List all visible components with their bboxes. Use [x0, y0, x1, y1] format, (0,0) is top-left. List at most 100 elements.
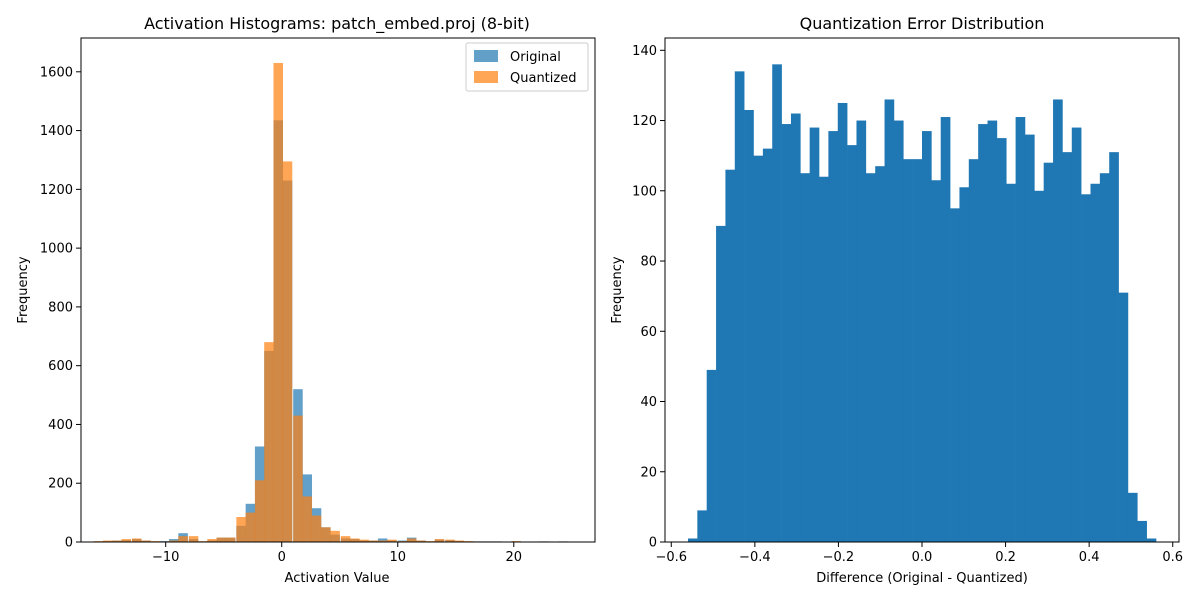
activation-y-tick-label: 1200	[40, 183, 73, 198]
activation-histogram-panel: Activation Histograms: patch_embed.proj …	[16, 14, 596, 586]
quantized-bar	[216, 537, 227, 542]
legend-quantized-swatch	[474, 71, 498, 83]
error-bar	[772, 64, 782, 542]
error-bar	[865, 173, 876, 542]
error-bar	[1146, 538, 1157, 542]
error-bar	[706, 369, 717, 542]
error-bar	[1118, 292, 1129, 542]
activation-y-tick-label: 800	[48, 300, 73, 315]
error-bar	[1081, 194, 1091, 543]
error-bar	[790, 113, 801, 542]
error-bar	[1127, 492, 1138, 542]
error-bar	[687, 538, 698, 542]
error-bar	[753, 155, 764, 542]
error-bar	[828, 131, 839, 542]
error-bar	[1043, 162, 1054, 542]
activation-x-tick-label: 0	[278, 550, 286, 565]
error-distribution-panel: Quantization Error Distribution −0.6 −0.4…	[610, 14, 1183, 586]
error-y-tick-label: 40	[640, 395, 657, 410]
quantized-bar	[207, 539, 217, 542]
error-bar	[884, 99, 895, 543]
error-bar	[931, 180, 942, 542]
quantized-bar	[282, 161, 293, 542]
quantized-bar	[169, 540, 179, 542]
error-y-tick-label: 100	[632, 184, 657, 199]
quantized-bar	[368, 540, 379, 542]
quantized-bar	[273, 62, 284, 543]
quantized-bar	[330, 530, 340, 542]
error-bar	[950, 208, 960, 542]
quantized-bar	[236, 517, 246, 542]
error-x-tick-label: 0.4	[1079, 550, 1100, 565]
error-y-tick-label: 120	[632, 114, 657, 129]
error-bar	[725, 169, 736, 542]
error-bar	[781, 124, 792, 543]
quantized-bar	[302, 496, 313, 542]
quantized-bar	[321, 527, 331, 542]
error-y-ticks: 0 20 40 60 80 100 120 140	[632, 44, 665, 551]
quantized-bar	[359, 539, 369, 542]
legend: Original Quantized	[465, 42, 589, 92]
activation-x-axis-label: Activation Value	[285, 571, 390, 586]
error-bar	[1099, 173, 1110, 542]
error-x-axis-label: Difference (Original - Quantized)	[816, 571, 1028, 586]
error-y-tick-label: 60	[640, 325, 657, 340]
error-bars	[687, 64, 1157, 543]
error-bar	[734, 71, 745, 543]
legend-original-label: Original	[510, 50, 561, 65]
activation-y-tick-label: 1000	[40, 242, 73, 257]
activation-x-ticks: −10 0 10 20	[152, 542, 522, 565]
error-bar	[856, 120, 867, 542]
error-bar	[716, 225, 726, 542]
error-bar	[1137, 520, 1147, 542]
activation-x-tick-label: 10	[389, 550, 406, 565]
quantized-bar	[454, 540, 465, 542]
error-bar	[922, 131, 932, 542]
quantized-bar	[434, 539, 445, 542]
error-y-tick-label: 80	[640, 255, 657, 270]
error-bar	[1109, 152, 1119, 542]
error-x-tick-label: 0.6	[1162, 550, 1183, 565]
quantized-bar	[131, 538, 142, 542]
quantized-bar	[141, 540, 151, 542]
activation-x-tick-label: 20	[506, 550, 523, 565]
activation-bars	[93, 62, 569, 543]
quantized-bar	[245, 512, 256, 542]
error-bar	[1053, 99, 1063, 543]
activation-y-axis-label: Frequency	[16, 256, 31, 323]
error-bar	[875, 166, 885, 542]
activation-plot-frame	[80, 37, 596, 543]
quantized-bar	[406, 538, 417, 542]
legend-quantized-label: Quantized	[510, 71, 576, 86]
error-bar	[987, 120, 998, 542]
error-bar	[1006, 183, 1016, 542]
quantized-bar	[178, 536, 188, 542]
activation-y-tick-label: 400	[48, 418, 73, 433]
quantized-bar	[293, 415, 303, 542]
quantized-bar	[350, 538, 360, 542]
error-y-tick-label: 20	[640, 465, 657, 480]
quantized-bar	[387, 539, 397, 542]
error-x-tick-label: 0.2	[995, 550, 1016, 565]
error-bar	[847, 145, 857, 542]
legend-original-swatch	[474, 50, 498, 62]
quantized-bar	[102, 540, 113, 542]
original-bar	[377, 538, 388, 542]
error-bar	[837, 102, 848, 542]
quantized-bar	[121, 539, 132, 542]
quantized-bar	[112, 540, 122, 542]
activation-y-tick-label: 200	[48, 477, 73, 492]
quantized-bar	[416, 540, 426, 542]
activation-x-tick-label: −10	[152, 550, 179, 565]
error-y-tick-label: 140	[632, 44, 657, 59]
quantized-bar	[445, 539, 455, 542]
error-x-tick-label: −0.6	[655, 550, 687, 565]
activation-y-tick-label: 1400	[40, 124, 73, 139]
error-x-tick-label: −0.2	[823, 550, 855, 565]
error-y-axis-label: Frequency	[610, 256, 625, 323]
error-bar	[940, 117, 951, 543]
quantized-bar	[377, 540, 388, 542]
error-bar	[1090, 183, 1101, 542]
quantized-bar	[254, 480, 265, 542]
